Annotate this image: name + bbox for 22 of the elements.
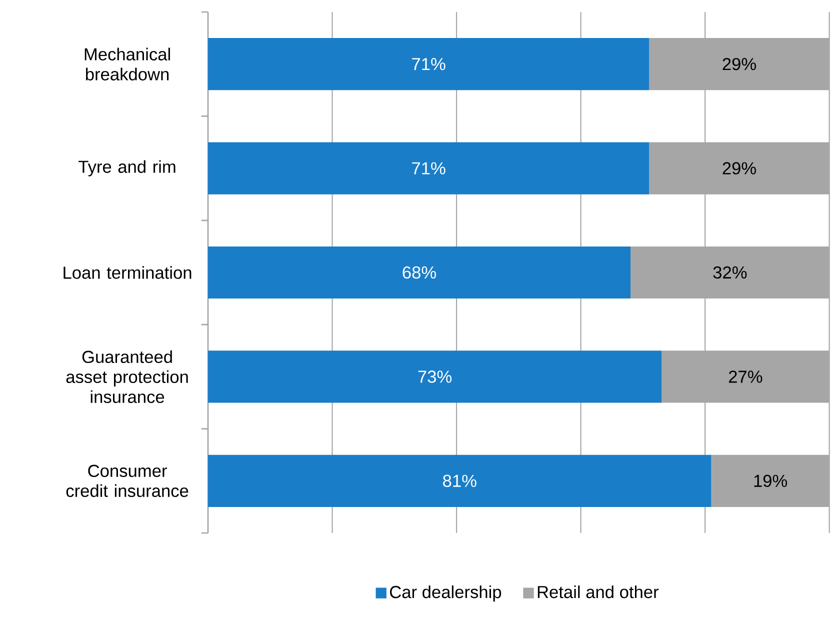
data-label: 73% xyxy=(418,370,452,383)
data-label: 71% xyxy=(412,162,446,174)
y-tick-label: Consumer credit insurance xyxy=(66,464,188,498)
bar xyxy=(208,454,712,507)
bar xyxy=(208,350,662,403)
legend-label: Car dealership xyxy=(390,585,502,602)
data-label: 71% xyxy=(412,58,446,70)
bar xyxy=(208,38,650,90)
data-label: 81% xyxy=(443,474,476,488)
y-tick-label: Loan termination xyxy=(64,266,192,279)
data-label: 68% xyxy=(402,266,436,279)
y-tick-label: Mechanical breakdown xyxy=(84,48,170,80)
y-tick-label: Tyre and rim xyxy=(78,160,176,176)
data-label: 19% xyxy=(754,474,788,488)
data-label: 32% xyxy=(713,266,747,279)
y-tick-label: Guaranteed asset protection insurance xyxy=(66,350,188,404)
legend-label: Retail and other xyxy=(538,585,659,598)
data-label: 29% xyxy=(722,58,756,70)
bar xyxy=(208,246,631,299)
data-label: 29% xyxy=(722,162,756,174)
data-label: 27% xyxy=(728,370,762,383)
bar xyxy=(208,142,650,194)
